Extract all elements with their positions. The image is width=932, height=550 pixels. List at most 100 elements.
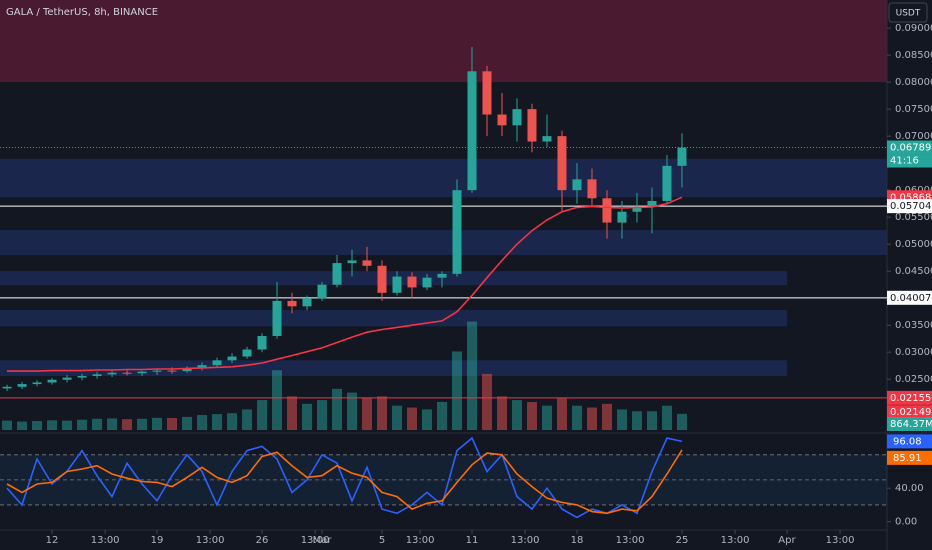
x-tick-label: 13:00 <box>721 535 750 546</box>
countdown: 41:16 <box>890 156 919 167</box>
candle-body <box>77 375 87 378</box>
candle-body <box>377 265 387 293</box>
x-tick-label: 19 <box>151 535 164 546</box>
volume-bar <box>32 421 43 430</box>
stoch-line <box>6 436 683 519</box>
candle-body <box>647 200 657 207</box>
candle-body <box>332 263 342 285</box>
candle-body <box>167 370 177 372</box>
candle-body <box>17 384 27 387</box>
volume-bar <box>2 420 13 430</box>
zone <box>0 310 787 327</box>
volume-bar <box>631 411 642 430</box>
candle-body <box>602 198 612 223</box>
x-tick-label: 13:00 <box>406 535 435 546</box>
candle-body <box>62 377 72 380</box>
zone <box>0 230 887 255</box>
volume-bar <box>242 409 253 430</box>
price-label: 0.06789 <box>890 143 931 154</box>
x-tick-label: 13:00 <box>511 535 540 546</box>
candle-body <box>197 365 207 369</box>
volume-bar <box>496 396 507 430</box>
x-tick-label: 13:00 <box>826 535 855 546</box>
stoch-label: 96.08 <box>893 436 922 447</box>
price-label: 0.05868 <box>890 192 931 203</box>
price-label-box <box>887 390 932 405</box>
volume-bar <box>586 407 597 430</box>
x-tick-label: 12 <box>46 535 59 546</box>
candle-body <box>572 179 582 191</box>
candle-body <box>497 114 507 126</box>
candle-body <box>107 372 117 375</box>
candle-body <box>182 368 192 372</box>
candle-body <box>632 206 642 212</box>
volume-bar <box>17 421 28 430</box>
candle-body <box>212 360 222 366</box>
stoch-label: 85.91 <box>893 453 922 464</box>
volume-bar <box>332 388 343 430</box>
volume-bar <box>556 398 567 430</box>
volume-bar <box>167 418 178 430</box>
x-tick-label: 18 <box>571 535 584 546</box>
volume-bar <box>272 370 283 430</box>
candle-body <box>2 386 12 389</box>
candle-body <box>47 379 57 383</box>
y2-tick-label: 0.00 <box>895 517 917 528</box>
candle-body <box>587 179 597 199</box>
candle-body <box>542 136 552 142</box>
candle-body <box>482 71 492 115</box>
candle-body <box>317 284 327 299</box>
volume-bar <box>212 414 223 430</box>
candle-body <box>242 349 252 357</box>
volume-bar <box>526 401 537 430</box>
volume-bar <box>407 407 418 430</box>
currency-button[interactable] <box>888 2 928 23</box>
price-label: 0.02155 <box>890 393 931 404</box>
y-tick-label: 0.02500 <box>895 374 932 385</box>
currency-label[interactable]: USDT <box>896 9 921 19</box>
price-label-box <box>887 140 932 155</box>
stoch-label-box <box>887 434 932 449</box>
chart-title: GALA / TetherUS, 8h, BINANCE <box>6 7 158 18</box>
x-tick-label: 13:00 <box>196 535 225 546</box>
volume-bar <box>422 409 433 430</box>
candle-body <box>287 300 297 307</box>
x-tick-label: 13:00 <box>301 535 330 546</box>
candle-body <box>257 336 267 350</box>
zone <box>0 158 887 198</box>
volume-bar <box>511 400 522 430</box>
zone <box>0 0 887 83</box>
volume-bar <box>107 418 118 430</box>
candle-body <box>137 371 147 374</box>
volume-bar <box>182 416 193 430</box>
candle-body <box>662 165 672 201</box>
countdown-box <box>887 154 932 168</box>
volume-bar <box>197 415 208 430</box>
volume-bar <box>646 411 657 430</box>
volume-bar <box>601 403 612 430</box>
volume-bar <box>152 417 163 430</box>
volume-bar <box>317 400 328 430</box>
candle-body <box>302 298 312 307</box>
volume-bar <box>437 401 448 430</box>
moving-average <box>7 196 683 372</box>
candle-body <box>152 370 162 372</box>
volume-bar <box>227 413 238 430</box>
candle-body <box>407 276 417 288</box>
candle-body <box>467 71 477 191</box>
price-label: 0.02149 <box>890 407 931 418</box>
candle-body <box>677 147 687 166</box>
volume-bar <box>77 419 88 430</box>
candle-body <box>422 277 432 288</box>
volume-bar <box>257 400 268 430</box>
volume-bar <box>392 405 403 430</box>
